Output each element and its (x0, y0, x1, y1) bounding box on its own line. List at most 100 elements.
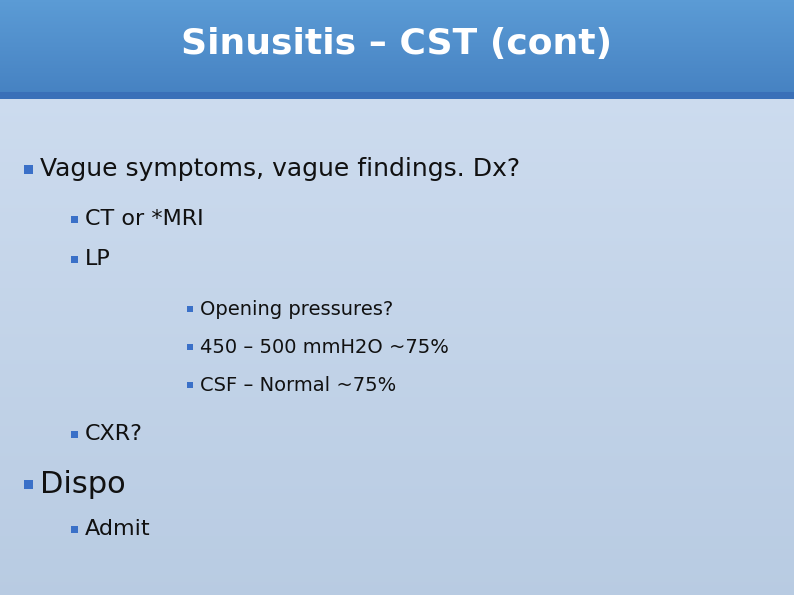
Bar (0, 24, 794, 25)
Bar (0, 73, 794, 74)
Bar (0, 261, 794, 265)
Bar (0, 19, 794, 20)
Bar (0, 350, 794, 354)
Bar (0, 410, 794, 414)
Bar (0, 281, 794, 284)
Text: Opening pressures?: Opening pressures? (200, 300, 393, 319)
Bar (0, 469, 794, 473)
Bar (0, 427, 794, 430)
Bar (0, 23, 794, 24)
Text: CSF – Normal ~75%: CSF – Normal ~75% (200, 376, 396, 395)
Bar (0, 189, 794, 192)
Bar (0, 10, 794, 11)
Bar (0, 162, 794, 165)
Bar (0, 205, 794, 208)
Bar (0, 103, 794, 106)
Bar (0, 463, 794, 466)
Text: CXR?: CXR? (85, 424, 143, 444)
FancyBboxPatch shape (187, 383, 193, 389)
Bar (0, 430, 794, 433)
Bar (0, 11, 794, 12)
Bar (0, 215, 794, 218)
Bar (0, 575, 794, 578)
Bar (0, 62, 794, 63)
Bar (0, 569, 794, 572)
Bar (0, 55, 794, 56)
Bar (0, 149, 794, 152)
Bar (0, 525, 794, 529)
Bar (0, 420, 794, 423)
Bar (0, 466, 794, 469)
Bar (0, 347, 794, 350)
Bar (0, 60, 794, 61)
Bar (0, 63, 794, 64)
Bar (0, 268, 794, 271)
Bar (0, 572, 794, 575)
Bar (0, 146, 794, 149)
Bar (0, 443, 794, 446)
Bar (0, 52, 794, 53)
Bar (0, 119, 794, 123)
Bar (0, 78, 794, 79)
Bar (0, 69, 794, 70)
Bar (0, 27, 794, 29)
Bar (0, 450, 794, 453)
Bar (0, 42, 794, 43)
Bar (0, 36, 794, 37)
Bar (0, 539, 794, 542)
Bar (0, 44, 794, 45)
Bar (0, 387, 794, 390)
Bar (0, 278, 794, 281)
Bar (0, 199, 794, 202)
Bar (0, 21, 794, 22)
FancyBboxPatch shape (71, 216, 78, 223)
Bar (0, 416, 794, 420)
Bar (0, 88, 794, 89)
Bar (0, 71, 794, 72)
Bar (0, 440, 794, 443)
Bar (0, 13, 794, 14)
FancyBboxPatch shape (71, 256, 78, 263)
Bar (0, 38, 794, 39)
Bar (0, 72, 794, 73)
Bar (0, 512, 794, 516)
Bar (0, 295, 794, 298)
Bar (0, 288, 794, 291)
Bar (0, 195, 794, 199)
Bar (0, 506, 794, 509)
Bar (0, 77, 794, 78)
Bar (0, 291, 794, 295)
Bar (0, 483, 794, 486)
Bar (0, 51, 794, 52)
Bar (0, 129, 794, 133)
Bar (0, 139, 794, 142)
Bar (0, 446, 794, 450)
Bar (0, 90, 794, 91)
Bar (0, 304, 794, 308)
Bar (0, 403, 794, 406)
Bar (0, 32, 794, 33)
Bar (0, 40, 794, 41)
Bar (0, 126, 794, 129)
Bar (0, 301, 794, 304)
Bar (0, 202, 794, 205)
Bar (0, 109, 794, 112)
Bar (0, 499, 794, 503)
Bar (0, 374, 794, 377)
Bar (0, 37, 794, 38)
Bar (0, 22, 794, 23)
Bar (0, 298, 794, 301)
Bar (0, 370, 794, 374)
FancyBboxPatch shape (71, 526, 78, 533)
Bar (0, 87, 794, 88)
Bar (0, 47, 794, 48)
Bar (0, 64, 794, 65)
Bar (0, 41, 794, 42)
Bar (0, 542, 794, 546)
Bar (0, 39, 794, 40)
Bar (0, 18, 794, 19)
Bar (0, 59, 794, 60)
Text: CT or *MRI: CT or *MRI (85, 209, 203, 229)
Bar (0, 588, 794, 591)
Bar (0, 221, 794, 225)
